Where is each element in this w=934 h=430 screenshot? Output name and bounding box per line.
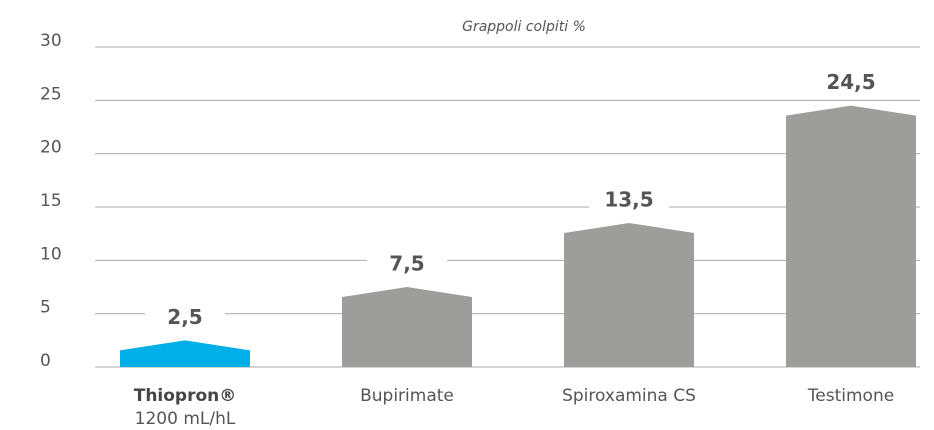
x-tick-label: Thiopron® — [134, 386, 237, 406]
bar — [786, 105, 916, 368]
x-tick-sublabel: 1200 mL/hL — [135, 409, 236, 429]
y-tick-label: 20 — [40, 138, 62, 158]
value-label: 13,5 — [604, 188, 653, 212]
x-tick-label: Spiroxamina CS — [562, 386, 696, 406]
value-label-bg — [367, 251, 447, 277]
value-label: 7,5 — [389, 252, 424, 276]
bar — [342, 287, 472, 367]
value-label: 24,5 — [826, 70, 875, 94]
y-tick-label: 15 — [40, 191, 62, 211]
value-label: 2,5 — [167, 305, 202, 329]
value-label-bg — [145, 304, 225, 331]
bar — [564, 223, 694, 367]
bar — [120, 340, 250, 367]
x-tick-label: Testimone — [807, 386, 894, 406]
value-label-bg — [811, 69, 891, 96]
y-tick-label: 30 — [40, 31, 62, 51]
y-tick-label: 5 — [40, 298, 51, 318]
y-tick-label: 0 — [40, 351, 51, 371]
y-tick-label: 10 — [40, 244, 62, 264]
chart-title: Grappoli colpiti % — [462, 19, 586, 35]
y-tick-label: 25 — [40, 84, 62, 104]
x-tick-label: Bupirimate — [360, 386, 454, 406]
value-label-bg — [589, 187, 669, 213]
